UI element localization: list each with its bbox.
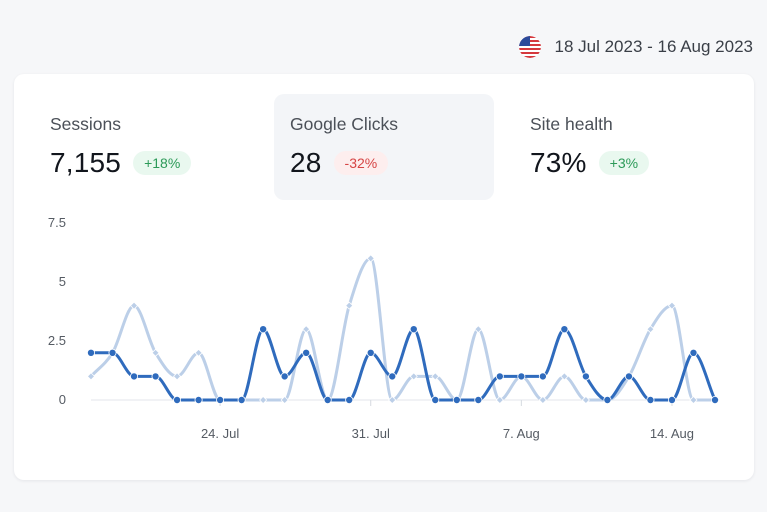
series-primary-point xyxy=(452,395,461,404)
x-tick-label: 7. Aug xyxy=(503,426,540,441)
series-primary-point xyxy=(173,395,182,404)
series-secondary-point xyxy=(302,325,311,334)
series-secondary-point xyxy=(388,395,397,405)
series-primary-point xyxy=(603,395,612,404)
x-tick-label: 14. Aug xyxy=(650,426,694,441)
series-primary-point xyxy=(474,395,483,404)
y-tick-label: 5 xyxy=(59,274,66,289)
metric-label: Sessions xyxy=(50,114,122,134)
series-secondary-point xyxy=(194,348,203,357)
series-primary-point xyxy=(237,395,246,404)
series-secondary-point xyxy=(474,325,483,334)
series-primary-point xyxy=(280,372,289,381)
series-primary-point xyxy=(646,395,655,404)
series-primary-point xyxy=(689,348,698,357)
series-secondary-point xyxy=(560,372,569,381)
series-primary-point xyxy=(388,372,397,381)
metric-value: 73% xyxy=(530,147,587,178)
series-secondary-point xyxy=(151,348,160,357)
series-secondary-point xyxy=(366,254,375,263)
series-primary-point xyxy=(517,372,526,381)
series-primary-point xyxy=(151,372,160,381)
metric-value: 7,155 xyxy=(50,147,122,178)
series-secondary-point xyxy=(345,301,354,310)
series-secondary-point xyxy=(667,301,677,310)
y-tick-label: 7.5 xyxy=(48,215,66,230)
series-primary-point xyxy=(194,395,203,404)
date-range-picker[interactable]: 18 Jul 2023 - 16 Aug 2023 xyxy=(518,36,754,58)
series-primary-point xyxy=(431,395,440,404)
metric-sessions[interactable]: Sessions 7,155 +18% xyxy=(34,94,264,200)
series-primary-point xyxy=(667,395,676,404)
series-secondary-line xyxy=(89,256,715,402)
series-primary-point xyxy=(323,395,332,404)
series-secondary-point xyxy=(259,395,268,405)
series-secondary-point xyxy=(409,372,418,381)
series-primary-point xyxy=(259,325,268,334)
series-primary-point xyxy=(108,348,117,357)
metric-label: Site health xyxy=(530,114,613,134)
series-primary-point xyxy=(624,372,633,381)
change-badge: +3% xyxy=(598,151,650,175)
series-primary-point xyxy=(711,395,720,404)
series-primary-point xyxy=(409,325,418,334)
series-secondary-point xyxy=(86,372,96,381)
sessions-line-chart: 0 2.5 5 7.5 24. Jul 31. Jul 7. Aug 14. Aug xyxy=(48,215,720,441)
series-primary-point xyxy=(216,395,225,404)
analytics-card: Sessions 7,155 +18% Google Clicks 28 -32… xyxy=(14,74,754,480)
series-primary-point xyxy=(345,395,354,404)
x-tick-label: 31. Jul xyxy=(352,426,390,441)
series-primary-point xyxy=(302,348,311,357)
change-badge: +18% xyxy=(133,151,192,175)
series-secondary-point xyxy=(431,372,440,381)
series-secondary-point xyxy=(280,395,289,405)
series-secondary-point xyxy=(689,395,698,405)
y-tick-label: 0 xyxy=(59,392,66,407)
metric-label: Google Clicks xyxy=(290,114,398,134)
date-range-label: 18 Jul 2023 - 16 Aug 2023 xyxy=(554,37,754,56)
series-secondary-point xyxy=(538,395,547,405)
series-secondary-point xyxy=(646,325,655,334)
metric-site-health[interactable]: Site health 73% +3% xyxy=(514,94,734,200)
y-tick-label: 2.5 xyxy=(48,333,66,348)
x-tick-label: 24. Jul xyxy=(201,426,239,441)
metric-value: 28 xyxy=(290,147,322,178)
series-primary-point xyxy=(130,372,139,381)
change-badge: -32% xyxy=(333,151,389,175)
series-primary-point xyxy=(560,325,569,334)
series-secondary-point xyxy=(495,395,504,405)
series-primary-point xyxy=(87,348,96,357)
series-primary-point xyxy=(495,372,504,381)
series-secondary-point xyxy=(581,395,590,405)
us-flag-icon xyxy=(518,36,541,58)
series-primary-point xyxy=(366,348,375,357)
series-secondary-point xyxy=(129,301,139,310)
series-primary-point xyxy=(538,372,547,381)
metric-google-clicks[interactable]: Google Clicks 28 -32% xyxy=(274,94,494,200)
series-secondary-point xyxy=(173,372,182,381)
series-primary-point xyxy=(581,372,590,381)
